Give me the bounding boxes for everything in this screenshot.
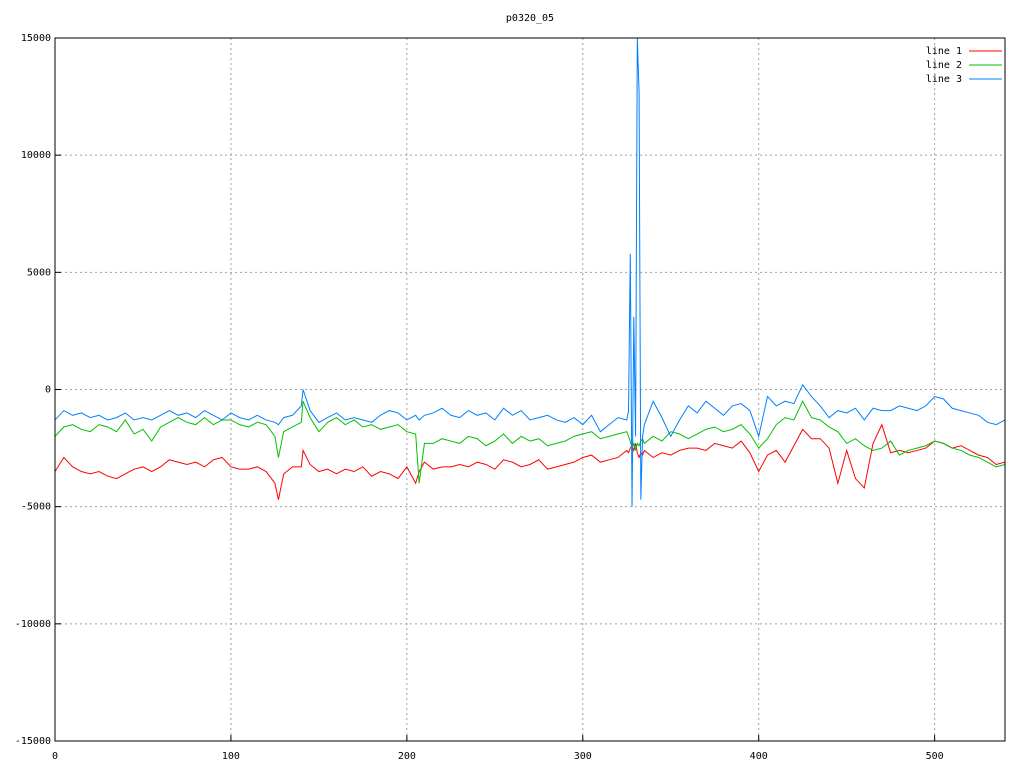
- y-tick-label: -10000: [15, 619, 51, 630]
- y-tick-label: 5000: [27, 267, 51, 278]
- labels-layer: -15000 -10000 -5000 0 5000 10000 15000 0 100 200 3…: [15, 33, 1002, 762]
- x-tick-label: 0: [52, 751, 58, 762]
- y-tick-label: -5000: [21, 502, 51, 513]
- x-tick-label: 100: [222, 751, 240, 762]
- plot-border: [54, 37, 1006, 742]
- data-line: [55, 38, 1005, 507]
- legend-label: line 3: [926, 74, 962, 85]
- y-tick-label: 15000: [21, 33, 51, 44]
- lines-layer: [55, 38, 1005, 507]
- y-tick-label: 10000: [21, 150, 51, 161]
- x-tick-label: 300: [574, 751, 592, 762]
- data-line: [55, 423, 1005, 500]
- y-tick-label: -15000: [15, 736, 51, 747]
- legend-label: line 1: [926, 46, 962, 57]
- x-tick-label: 400: [750, 751, 768, 762]
- x-tick-label: 500: [926, 751, 944, 762]
- data-line: [55, 400, 1005, 484]
- legend-label: line 2: [926, 60, 962, 71]
- x-tick-label: 200: [398, 751, 416, 762]
- chart-title: p0320_05: [506, 13, 554, 24]
- y-tick-label: 0: [45, 385, 51, 396]
